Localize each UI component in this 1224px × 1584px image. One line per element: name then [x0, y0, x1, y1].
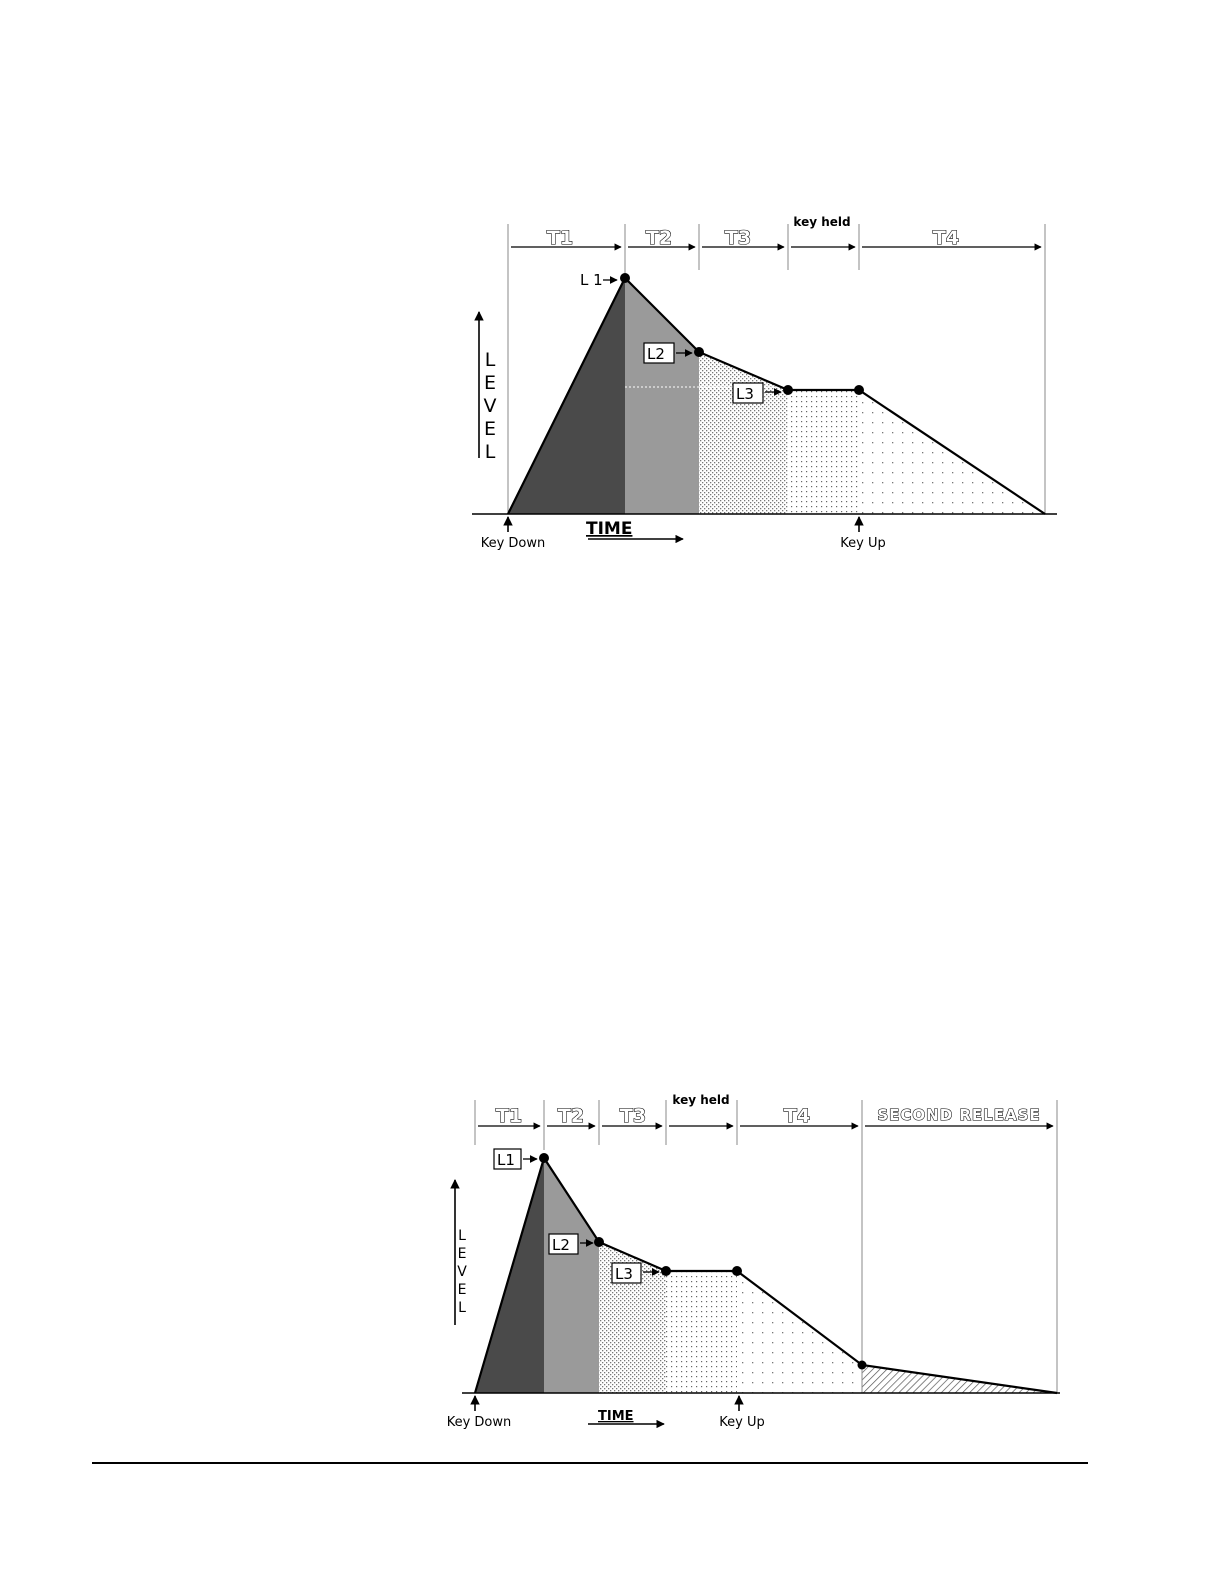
level-label-l1: L 1	[580, 271, 603, 289]
level-label-l3: L3	[736, 385, 754, 403]
segment-label-t1: T1	[496, 1105, 522, 1127]
level-box-l2	[548, 1233, 579, 1255]
segment-label-t1: T1	[547, 227, 573, 249]
release-point	[857, 1360, 867, 1370]
key-up-label: Key Up	[840, 536, 885, 551]
svg-text:L: L	[485, 441, 496, 463]
level-label-l2: L2	[552, 1236, 570, 1254]
svg-text:L: L	[485, 349, 496, 371]
segment-dividers	[507, 224, 1046, 514]
t2-region	[625, 278, 699, 514]
key-down-label: Key Down	[447, 1415, 512, 1430]
held-region	[788, 390, 859, 514]
key-down-label: Key Down	[481, 536, 546, 551]
level-label-l2: L2	[647, 345, 665, 363]
segment-label-t4: T4	[933, 227, 959, 249]
t2-region	[544, 1158, 599, 1393]
l3-point	[661, 1266, 671, 1276]
t4-region	[737, 1271, 862, 1393]
segment-label-t3: T3	[620, 1105, 646, 1127]
l1-point	[539, 1153, 549, 1163]
level-box-l3	[732, 382, 764, 404]
level-box-l2	[643, 342, 675, 364]
footer-rule	[92, 1462, 1088, 1464]
level-axis-label: L E V E L	[484, 349, 497, 463]
envelope-diagram-1: T1 T2 T3 key held T4 L 1 L2 L3 L E V E L…	[472, 215, 1057, 551]
svg-text:V: V	[457, 1264, 467, 1280]
l3-point	[783, 385, 793, 395]
level-axis-label: L E V E L	[457, 1228, 467, 1316]
segment-label-key-held: key held	[672, 1093, 729, 1107]
segment-label-t3: T3	[725, 227, 751, 249]
svg-text:V: V	[484, 395, 497, 417]
held-region	[666, 1271, 737, 1393]
level-label-l3: L3	[615, 1265, 633, 1283]
time-axis-label: TIME	[586, 519, 632, 539]
segment-label-t4: T4	[784, 1105, 810, 1127]
level-box-l1	[493, 1148, 522, 1170]
segment-label-t2: T2	[558, 1105, 584, 1127]
segment-regions	[508, 278, 1045, 514]
l1-point	[620, 273, 630, 283]
segment-dividers	[474, 1100, 1058, 1393]
key-up-label: Key Up	[719, 1415, 764, 1430]
level-label-l1: L1	[497, 1151, 515, 1169]
time-axis-label: TIME	[598, 1409, 634, 1424]
t3-region	[699, 352, 788, 514]
segment-label-second-release: SECOND RELEASE	[877, 1106, 1040, 1124]
segment-label-key-held: key held	[793, 215, 850, 229]
svg-text:E: E	[458, 1282, 467, 1298]
level-box-l3	[611, 1262, 642, 1284]
l2-point	[594, 1237, 604, 1247]
svg-text:L: L	[458, 1228, 466, 1244]
segment-regions	[475, 1158, 1057, 1393]
envelope-diagram-2: T1 T2 T3 key held T4 SECOND RELEASE L1 L…	[447, 1093, 1060, 1430]
segment-label-t2: T2	[646, 227, 672, 249]
key-up-point	[732, 1266, 742, 1276]
svg-text:L: L	[458, 1300, 466, 1316]
envelope-outline	[507, 276, 1046, 515]
key-up-point	[854, 385, 864, 395]
svg-text:E: E	[484, 418, 496, 440]
svg-text:E: E	[458, 1246, 467, 1262]
svg-text:E: E	[484, 372, 496, 394]
l2-point	[694, 347, 704, 357]
